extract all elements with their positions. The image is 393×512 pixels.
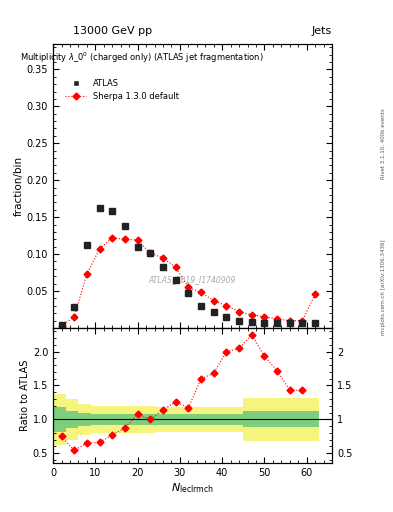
Text: Rivet 3.1.10, 400k events: Rivet 3.1.10, 400k events xyxy=(381,108,386,179)
Text: Multiplicity $\lambda\_0^0$ (charged only) (ATLAS jet fragmentation): Multiplicity $\lambda\_0^0$ (charged onl… xyxy=(20,51,264,65)
X-axis label: $N_{\mathrm{leclrm{ch}}}$: $N_{\mathrm{leclrm{ch}}}$ xyxy=(171,481,214,495)
Text: ATLAS_2019_I1740909: ATLAS_2019_I1740909 xyxy=(149,275,236,284)
Y-axis label: Ratio to ATLAS: Ratio to ATLAS xyxy=(20,360,30,431)
Text: 13000 GeV pp: 13000 GeV pp xyxy=(73,26,152,36)
Text: Jets: Jets xyxy=(312,26,332,36)
Text: mcplots.cern.ch [arXiv:1306.3436]: mcplots.cern.ch [arXiv:1306.3436] xyxy=(381,239,386,334)
Y-axis label: fraction/bin: fraction/bin xyxy=(14,156,24,216)
Legend: ATLAS, Sherpa 1.3.0 default: ATLAS, Sherpa 1.3.0 default xyxy=(63,76,181,103)
